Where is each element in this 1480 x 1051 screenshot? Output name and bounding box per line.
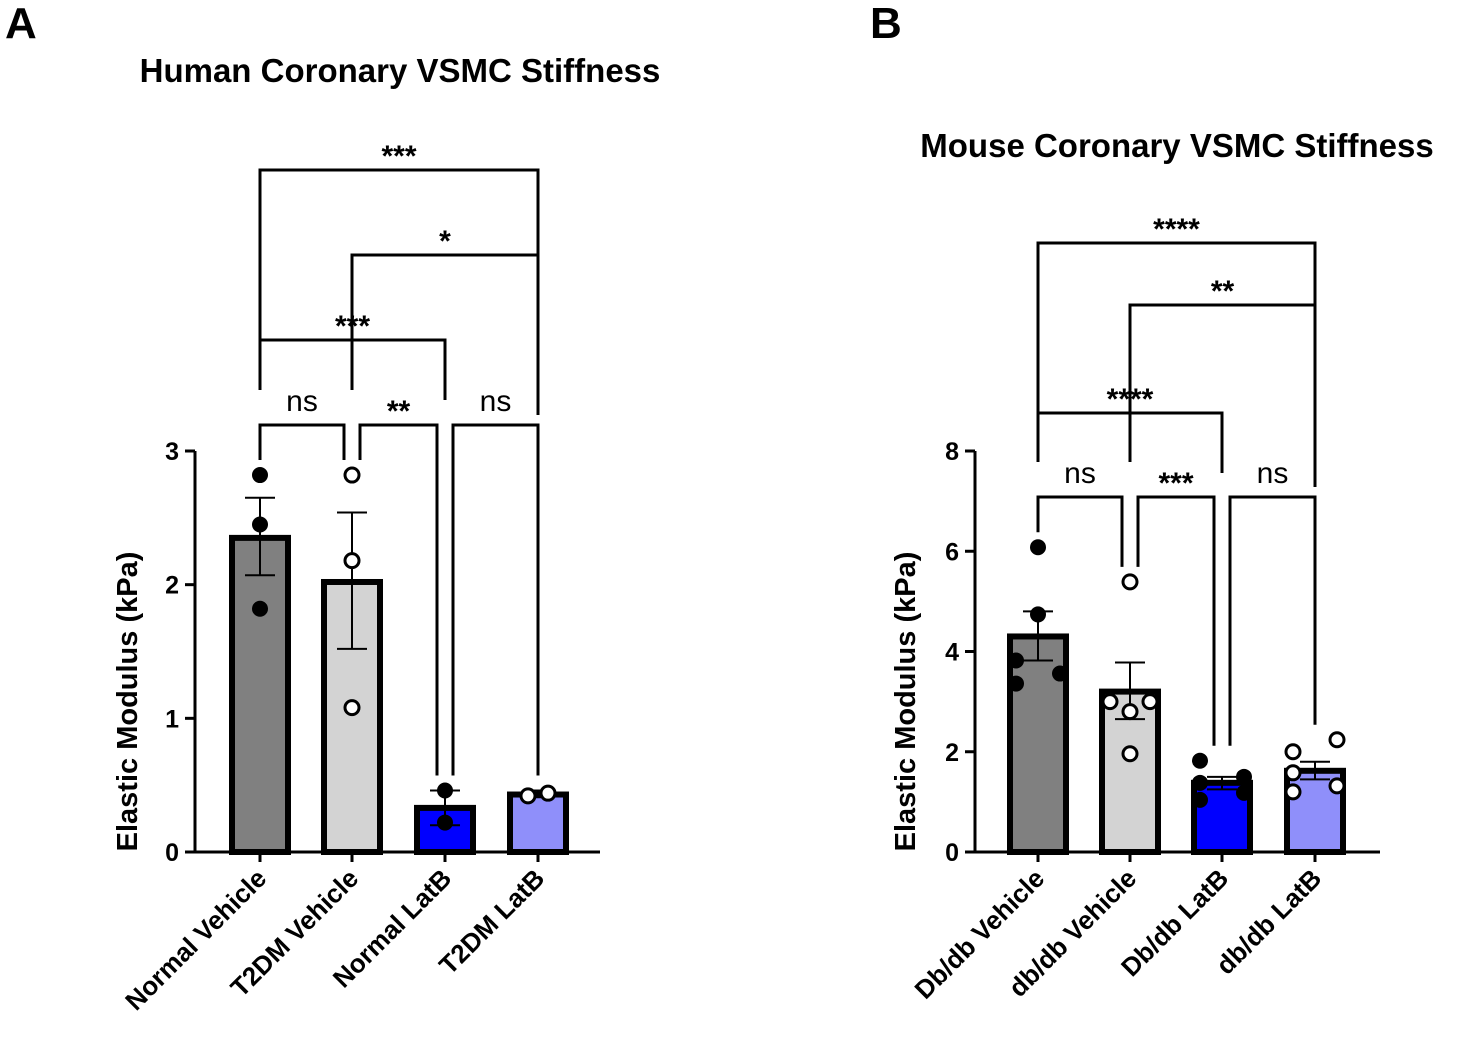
significance-label: ****	[1153, 213, 1200, 246]
significance-bracket	[1228, 495, 1317, 746]
data-point	[1284, 764, 1302, 782]
y-tick-label: 1	[165, 705, 179, 733]
bar-3	[507, 791, 569, 855]
significance-bracket	[451, 423, 540, 776]
y-tick-label: 4	[945, 639, 959, 667]
data-point	[1192, 791, 1208, 808]
chart-title: Mouse Coronary VSMC Stiffness	[920, 127, 1433, 164]
data-point	[1008, 675, 1024, 692]
data-point	[1030, 606, 1046, 623]
y-tick-label: 3	[165, 438, 179, 466]
data-point	[1052, 665, 1068, 682]
data-point	[1121, 703, 1139, 721]
data-point	[252, 516, 268, 533]
significance-label: **	[387, 395, 411, 428]
y-tick-label: 2	[945, 739, 959, 767]
data-point	[1328, 777, 1346, 795]
y-tick-label: 2	[165, 572, 179, 600]
data-point	[1328, 731, 1346, 749]
data-point	[343, 466, 361, 484]
data-point	[1236, 784, 1252, 801]
y-tick-label: 6	[945, 538, 959, 566]
data-point	[437, 782, 453, 799]
panel-B: B Mouse Coronary VSMC Stiffness Elastic Mo…	[870, 0, 1434, 1005]
panel-label: A	[5, 0, 37, 48]
significance-label: ns	[480, 385, 512, 418]
bar-1	[321, 578, 383, 855]
data-point	[252, 467, 268, 484]
data-point	[437, 814, 453, 831]
panel-label: B	[870, 0, 902, 48]
data-point	[343, 699, 361, 717]
data-point	[1121, 573, 1139, 591]
data-point	[1141, 693, 1159, 711]
significance-bracket	[1036, 495, 1124, 567]
significance-bracket	[258, 168, 540, 415]
data-point	[1008, 652, 1024, 669]
significance-label: ns	[1064, 457, 1096, 490]
significance-bracket	[358, 423, 439, 776]
data-point	[1192, 752, 1208, 769]
y-axis-label: Elastic Modulus (kPa)	[890, 552, 922, 852]
data-point	[1101, 693, 1119, 711]
y-axis-label: Elastic Modulus (kPa)	[112, 552, 144, 852]
data-point	[343, 552, 361, 570]
panel-A: A Human Coronary VSMC Stiffness Elastic Mo…	[5, 0, 660, 1016]
significance-label: *	[439, 225, 451, 258]
y-tick-label: 8	[945, 438, 959, 466]
significance-label: ns	[1257, 457, 1289, 490]
data-point	[252, 600, 268, 617]
data-point	[1236, 768, 1252, 785]
significance-bracket	[1036, 241, 1317, 487]
chart-title: Human Coronary VSMC Stiffness	[140, 52, 661, 89]
significance-label: ns	[286, 385, 318, 418]
data-point	[1284, 783, 1302, 801]
significance-bracket	[1136, 495, 1216, 746]
significance-label: ***	[381, 140, 416, 173]
data-point	[1030, 539, 1046, 556]
significance-label: ***	[1158, 467, 1193, 500]
significance-bracket	[258, 423, 346, 461]
data-point	[519, 787, 537, 805]
y-tick-label: 0	[945, 839, 959, 867]
bar-0	[229, 534, 291, 856]
data-point	[1284, 743, 1302, 761]
data-point	[1192, 774, 1208, 791]
data-point	[1121, 745, 1139, 763]
data-point	[539, 784, 557, 802]
y-tick-label: 0	[165, 839, 179, 867]
significance-label: **	[1211, 275, 1235, 308]
